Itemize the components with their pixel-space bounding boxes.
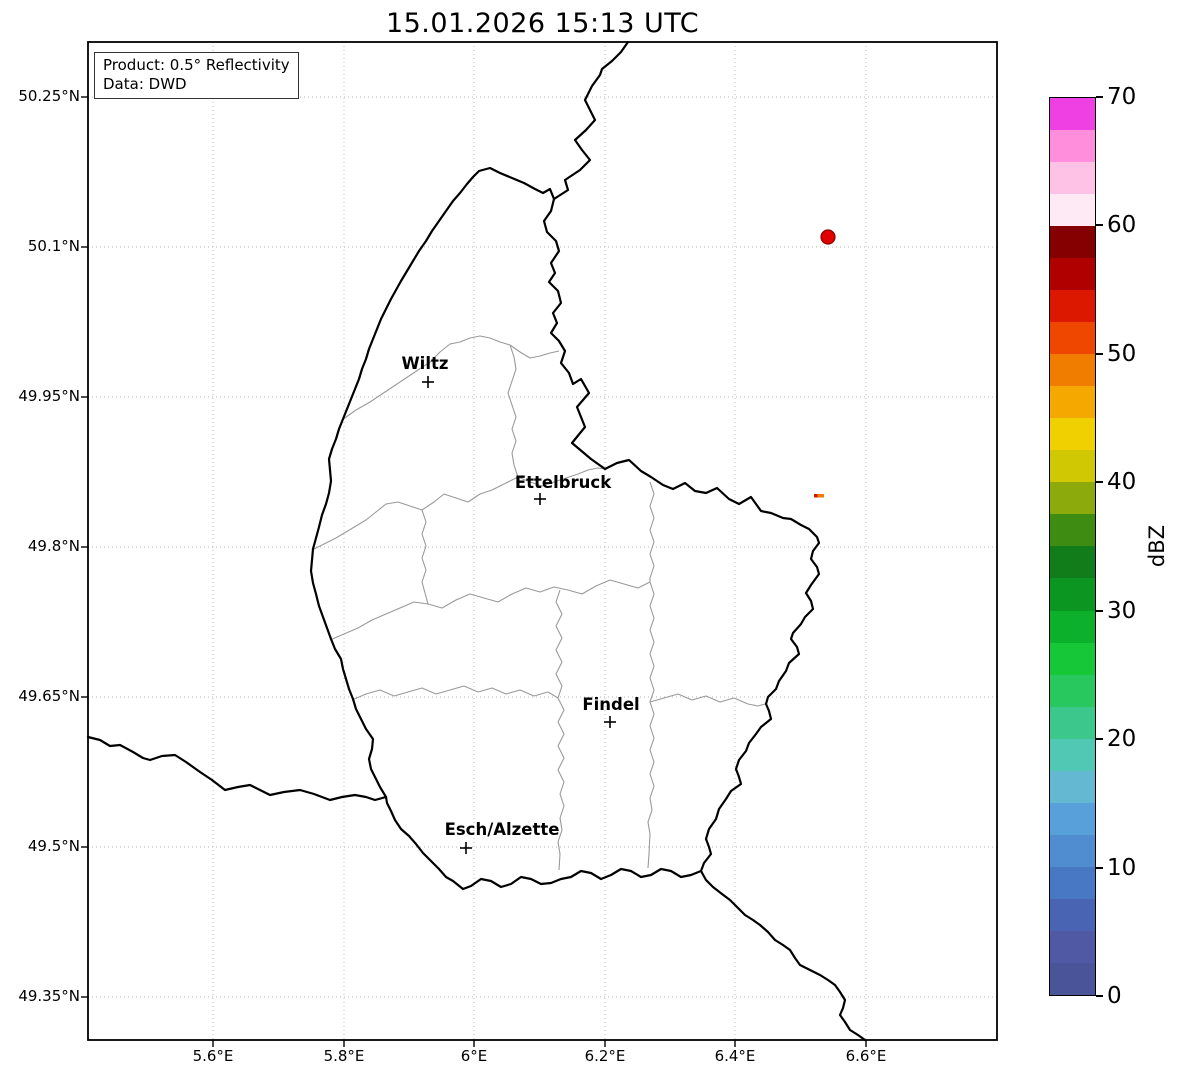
border-extension-north <box>552 40 630 201</box>
colorbar-segment <box>1050 610 1095 643</box>
colorbar-segment <box>1050 194 1095 227</box>
colorbar-segment <box>1050 674 1095 707</box>
colorbar-segment <box>1050 834 1095 867</box>
y-tick-label: 49.95°N <box>18 387 80 405</box>
colorbar-tickmark <box>1096 867 1103 869</box>
y-tick-label: 49.8°N <box>27 537 80 555</box>
city-marker-findel <box>604 716 616 728</box>
x-tick-label: 6.4°E <box>714 1047 756 1065</box>
map-canvas: Wiltz Ettelbruck Findel Esch/Alzette <box>81 40 998 1047</box>
radar-echo-dot <box>820 229 836 245</box>
city-marker-esch <box>460 842 472 854</box>
y-tick-label: 49.35°N <box>18 987 80 1005</box>
colorbar-tick-label: 20 <box>1107 726 1137 752</box>
city-markers <box>422 376 616 854</box>
city-labels: Wiltz Ettelbruck Findel Esch/Alzette <box>401 354 639 839</box>
x-tick-label: 6.6°E <box>845 1047 887 1065</box>
city-label-findel: Findel <box>582 695 639 714</box>
colorbar-segment <box>1050 130 1095 163</box>
colorbar-segment <box>1050 98 1095 131</box>
x-tick-label: 5.8°E <box>323 1047 365 1065</box>
colorbar-segment <box>1050 482 1095 515</box>
country-borders <box>86 40 867 1042</box>
colorbar-tick-label: 70 <box>1107 84 1137 110</box>
colorbar-tick-label: 30 <box>1107 598 1137 624</box>
colorbar-tick-label: 50 <box>1107 341 1137 367</box>
axis-tickmarks <box>81 96 867 1047</box>
colorbar-segment <box>1050 514 1095 547</box>
data-source-line: Data: DWD <box>103 75 187 93</box>
border-extension-south <box>699 869 867 1042</box>
map-background <box>88 42 997 1040</box>
city-marker-wiltz <box>422 376 434 388</box>
colorbar-segment <box>1050 290 1095 323</box>
plot-frame <box>87 41 998 1041</box>
colorbar-tick-label: 40 <box>1107 469 1137 495</box>
radar-echoes <box>814 229 836 498</box>
colorbar-segment <box>1050 578 1095 611</box>
product-info-box: Product: 0.5° Reflectivity Data: DWD <box>94 52 299 99</box>
colorbar-tick-label: 0 <box>1107 983 1122 1009</box>
product-info-line: Product: 0.5° Reflectivity <box>103 56 290 74</box>
colorbar-gradient <box>1049 97 1096 996</box>
colorbar-tickmark <box>1096 995 1103 997</box>
colorbar-segment <box>1050 802 1095 835</box>
colorbar-tickmark <box>1096 353 1103 355</box>
colorbar-segment <box>1050 162 1095 195</box>
colorbar-segment <box>1050 546 1095 579</box>
colorbar-segment <box>1050 322 1095 355</box>
colorbar-segment <box>1050 770 1095 803</box>
colorbar-tickmark <box>1096 610 1103 612</box>
radar-echo-dash-red <box>814 494 818 498</box>
x-tick-label: 6°E <box>460 1047 488 1065</box>
luxembourg-border <box>309 166 821 891</box>
colorbar-segment <box>1050 930 1095 963</box>
y-tick-label: 49.5°N <box>27 837 80 855</box>
colorbar-segment <box>1050 386 1095 419</box>
colorbar-segment <box>1050 258 1095 291</box>
colorbar-segment <box>1050 450 1095 483</box>
colorbar-tick-label: 10 <box>1107 855 1137 881</box>
figure-title: 15.01.2026 15:13 UTC <box>385 8 700 39</box>
city-label-esch: Esch/Alzette <box>445 820 560 839</box>
y-tick-label: 49.65°N <box>18 687 80 705</box>
city-label-ettelbruck: Ettelbruck <box>515 473 612 492</box>
colorbar-segment <box>1050 354 1095 387</box>
colorbar-segment <box>1050 642 1095 675</box>
y-tick-label: 50.1°N <box>27 237 80 255</box>
colorbar-tick-label: 60 <box>1107 212 1137 238</box>
map-plot: Wiltz Ettelbruck Findel Esch/Alzette <box>81 40 998 1047</box>
colorbar-segment <box>1050 738 1095 771</box>
x-tick-label: 6.2°E <box>584 1047 626 1065</box>
colorbar-segment <box>1050 866 1095 899</box>
colorbar-tickmark <box>1096 224 1103 226</box>
colorbar-segment <box>1050 706 1095 739</box>
city-marker-ettelbruck <box>534 493 546 505</box>
colorbar-unit-label: dBZ <box>1145 524 1169 568</box>
colorbar-tickmark <box>1096 481 1103 483</box>
colorbar-tickmark <box>1096 738 1103 740</box>
district-borders <box>311 335 766 871</box>
colorbar-segment <box>1050 226 1095 259</box>
colorbar-tickmark <box>1096 96 1103 98</box>
colorbar-segment <box>1050 418 1095 451</box>
city-label-wiltz: Wiltz <box>401 354 448 373</box>
colorbar-segment <box>1050 898 1095 931</box>
y-tick-label: 50.25°N <box>18 87 80 105</box>
radar-echo-dash <box>814 494 824 498</box>
x-tick-label: 5.6°E <box>192 1047 234 1065</box>
colorbar-segment <box>1050 962 1095 995</box>
border-extension-west <box>86 735 388 802</box>
